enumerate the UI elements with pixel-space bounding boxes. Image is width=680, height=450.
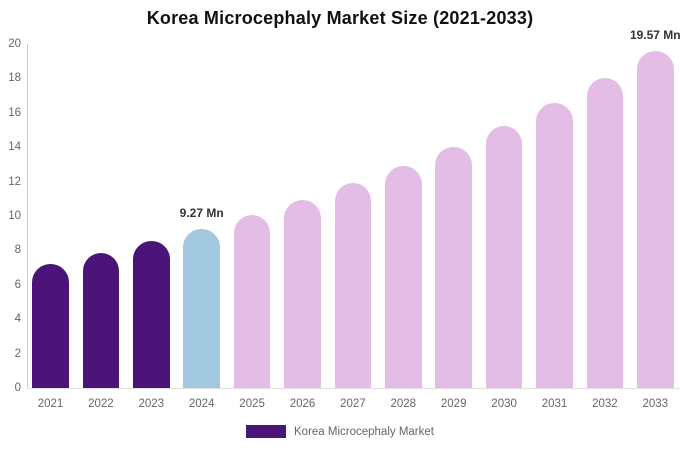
chart-title: Korea Microcephaly Market Size (2021-203… xyxy=(146,8,534,28)
x-tick-2025: 2025 xyxy=(239,398,265,410)
y-tick-14: 14 xyxy=(8,141,21,154)
x-tick-2031: 2031 xyxy=(541,398,568,410)
y-tick-10: 10 xyxy=(8,210,21,222)
x-tick-2022: 2022 xyxy=(88,398,114,410)
y-tick-12: 12 xyxy=(8,175,21,188)
x-axis-line xyxy=(27,388,680,389)
bar-2025[interactable] xyxy=(233,214,271,388)
x-tick-2033: 2033 xyxy=(642,398,669,410)
bar-2032[interactable] xyxy=(586,78,624,388)
value-label-2024: 9.27 Mn xyxy=(179,205,224,220)
bar-2030[interactable] xyxy=(485,125,523,388)
x-tick-2030: 2030 xyxy=(491,398,517,410)
x-tick-2027: 2027 xyxy=(340,398,366,410)
y-tick-6: 6 xyxy=(14,278,21,291)
y-tick-18: 18 xyxy=(8,72,21,85)
bar-2023[interactable] xyxy=(133,241,170,388)
y-tick-20: 20 xyxy=(8,38,21,50)
bar-2027[interactable] xyxy=(334,183,372,388)
x-tick-2032: 2032 xyxy=(592,398,618,410)
y-tick-0: 0 xyxy=(14,382,21,394)
x-tick-2024: 2024 xyxy=(188,398,215,410)
x-tick-2021: 2021 xyxy=(37,398,64,410)
x-tick-2028: 2028 xyxy=(390,398,417,410)
bar-2026[interactable] xyxy=(284,199,321,388)
bar-2029[interactable] xyxy=(435,146,472,388)
bar-2031[interactable] xyxy=(536,102,573,388)
bar-2024[interactable] xyxy=(183,228,220,388)
bar-2033[interactable] xyxy=(637,51,674,388)
x-tick-2026: 2026 xyxy=(289,398,316,410)
x-tick-2029: 2029 xyxy=(440,398,467,410)
legend-swatch[interactable] xyxy=(246,425,286,438)
y-tick-4: 4 xyxy=(14,313,21,326)
y-axis-line xyxy=(27,44,28,389)
legend[interactable]: Korea Microcephaly Market xyxy=(0,425,680,438)
bar-2022[interactable] xyxy=(82,252,120,388)
y-tick-2: 2 xyxy=(14,347,21,360)
value-label-2033: 19.57 Mn xyxy=(629,28,680,43)
x-tick-2023: 2023 xyxy=(138,398,165,410)
bar-2021[interactable] xyxy=(32,263,69,388)
y-tick-8: 8 xyxy=(14,244,21,257)
y-tick-16: 16 xyxy=(8,106,21,119)
bar-2028[interactable] xyxy=(385,165,422,388)
legend-label: Korea Microcephaly Market xyxy=(294,425,434,438)
